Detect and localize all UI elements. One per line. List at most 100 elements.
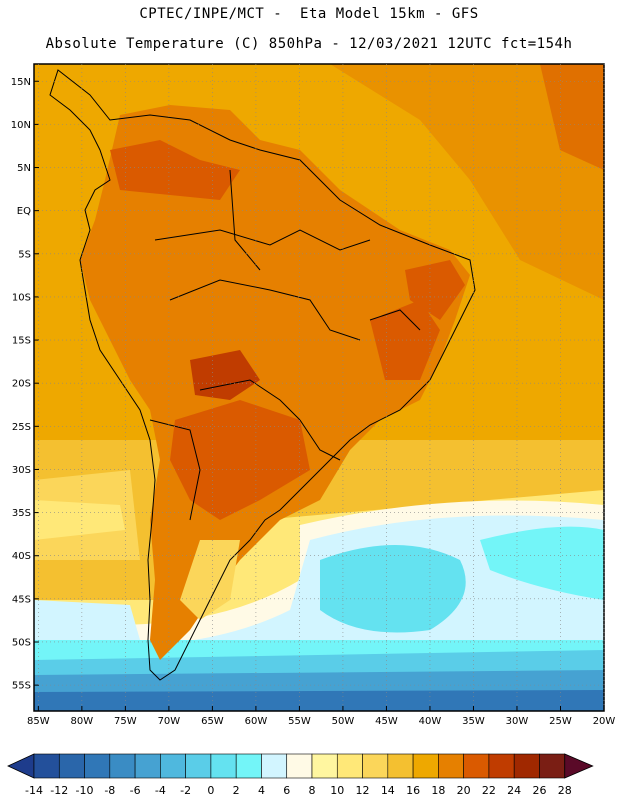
colorbar-label: 8	[309, 784, 316, 797]
lon-label: 85W	[27, 716, 50, 727]
colorbar-label: 10	[330, 784, 344, 797]
lon-label: 80W	[71, 716, 94, 727]
colorbar-swatch	[134, 753, 161, 779]
lat-label: 55S	[12, 681, 31, 692]
lat-label: 40S	[12, 551, 31, 562]
colorbar-swatch	[438, 753, 464, 779]
colorbar-label: 2	[233, 784, 240, 797]
border-line-7	[369, 309, 421, 331]
colorbar-label: -10	[76, 784, 94, 797]
field-east-hot	[405, 260, 465, 320]
lat-label: 10N	[11, 120, 31, 131]
lon-label: 20W	[593, 716, 616, 727]
field-polar-4	[34, 690, 604, 711]
temperature-field	[34, 64, 604, 711]
colorbar-swatch	[109, 753, 136, 779]
chart-title: CPTEC/INPE/MCT - Eta Model 15km - GFS	[139, 6, 479, 22]
lon-label: 40W	[419, 716, 442, 727]
map-frame	[33, 63, 605, 712]
colorbar-swatch	[513, 753, 540, 779]
lat-label: 35S	[12, 508, 31, 519]
lon-label: 55W	[288, 716, 311, 727]
field-pacific-cooler	[34, 500, 125, 540]
lon-label: 45W	[375, 716, 398, 727]
lat-label: 5N	[17, 163, 31, 174]
border-line-1	[154, 229, 371, 251]
colorbar-swatch	[160, 753, 186, 779]
colorbar-label: 26	[532, 784, 546, 797]
colorbar-swatch	[261, 753, 288, 779]
colorbar-label: -2	[180, 784, 191, 797]
field-patagonia-cool	[180, 540, 240, 620]
chart-subtitle: Absolute Temperature (C) 850hPa - 12/03/…	[45, 36, 573, 52]
colorbar-label: -8	[104, 784, 115, 797]
colorbar-label: 18	[431, 784, 445, 797]
lon-label: 65W	[201, 716, 224, 727]
lat-label: EQ	[17, 206, 31, 217]
border-line-3	[199, 379, 301, 421]
lon-label: 30W	[506, 716, 529, 727]
border-line-2	[169, 279, 361, 341]
lat-label: 15S	[12, 336, 31, 347]
lat-label: 10S	[12, 292, 31, 303]
colorbar: -14 -12 -10 -8 -6 -4 -2 0 2 4 6 8 10 12 14 16 18 20 22 24 26…	[7, 753, 594, 797]
lat-label: 20S	[12, 379, 31, 390]
colorbar-swatch	[235, 753, 262, 779]
colorbar-label: 0	[207, 784, 214, 797]
lon-label: 75W	[114, 716, 137, 727]
coastline-south-america	[49, 69, 476, 681]
field-bolivia-hot	[190, 350, 260, 400]
colorbar-label: 20	[457, 784, 471, 797]
lat-label: 50S	[12, 637, 31, 648]
colorbar-swatch	[286, 753, 313, 779]
colorbar-swatch	[488, 753, 515, 779]
colorbar-swatch	[362, 753, 389, 779]
field-ne-warm	[540, 64, 604, 170]
colorbar-swatch	[33, 753, 60, 779]
colorbar-label: -6	[130, 784, 141, 797]
lon-label: 25W	[549, 716, 572, 727]
field-continent	[80, 105, 470, 660]
field-sw-cool	[34, 600, 140, 650]
lon-label: 70W	[158, 716, 181, 727]
colorbar-swatch	[58, 753, 85, 779]
colorbar-swatch	[210, 753, 237, 779]
colorbar-swatch	[311, 753, 338, 779]
colorbar-swatch	[387, 753, 414, 779]
field-cold-pool	[320, 545, 466, 633]
lat-label: 5S	[18, 249, 31, 260]
field-chaco-hot	[170, 400, 310, 520]
colorbar-swatch	[412, 753, 439, 779]
colorbar-label: 12	[356, 784, 370, 797]
colorbar-label: -14	[25, 784, 43, 797]
colorbar-swatch	[185, 753, 212, 779]
lat-label: 15N	[11, 77, 31, 88]
lat-label: 25S	[12, 422, 31, 433]
lon-label: 35W	[462, 716, 485, 727]
field-north-hot	[110, 140, 240, 200]
lat-label: 30S	[12, 465, 31, 476]
lon-label: 60W	[245, 716, 268, 727]
colorbar-label: 6	[283, 784, 290, 797]
latitude-labels: 15N 10N 5N EQ 5S 10S 15S 20S 25S 30S 35S 40S 45S 50S 5…	[11, 77, 31, 692]
colorbar-label: -4	[155, 784, 166, 797]
colorbar-label: -12	[50, 784, 68, 797]
border-line-6	[149, 419, 201, 521]
field-cold-east	[480, 526, 604, 600]
colorbar-swatch	[336, 753, 363, 779]
colorbar-label: 14	[381, 784, 395, 797]
coastlines-and-borders	[49, 69, 476, 681]
lon-label: 50W	[332, 716, 355, 727]
colorbar-swatch	[539, 753, 566, 779]
longitude-labels: 85W 80W 75W 70W 65W 60W 55W 50W 45W 40W 35W 30W 25W 2…	[27, 716, 615, 727]
colorbar-low-arrow	[7, 753, 35, 779]
border-line-4	[229, 169, 261, 271]
field-tropical-atlantic	[330, 64, 604, 300]
colorbar-swatch	[84, 753, 111, 779]
colorbar-high-arrow	[564, 753, 594, 779]
border-line-5	[299, 419, 341, 461]
colorbar-label: 22	[482, 784, 496, 797]
lat-label: 45S	[12, 594, 31, 605]
field-ne-brazil-hot	[370, 300, 440, 380]
